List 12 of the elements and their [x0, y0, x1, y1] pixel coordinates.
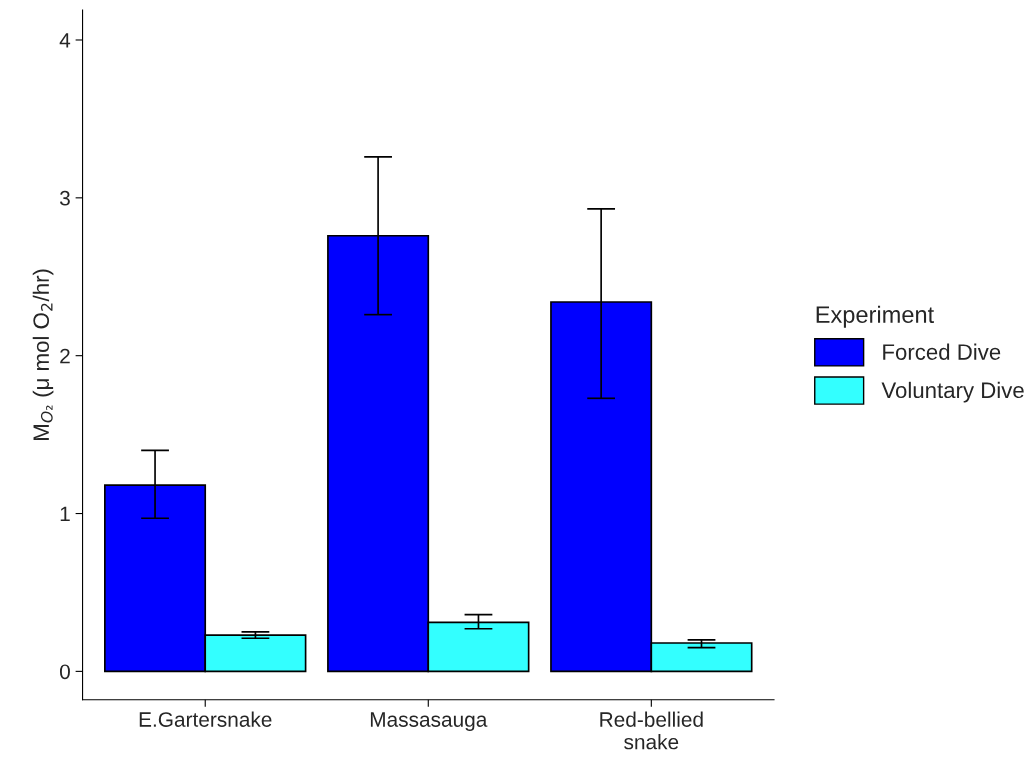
legend-label: Forced Dive — [883, 343, 1001, 360]
x-tick-label: E.Gartersnake — [139, 711, 272, 727]
y-tick-label: 0 — [59, 664, 70, 680]
x-tick-label: Massasauga — [370, 712, 488, 732]
legend-title: Experiment — [816, 305, 934, 328]
x-tick-label: Red-bellied snake — [600, 711, 703, 750]
legend-label: Voluntary Dive — [881, 381, 1024, 403]
y-tick-label: 1 — [60, 506, 70, 522]
y-tick-label: 4 — [59, 33, 71, 48]
y-tick-label: 2 — [60, 348, 70, 364]
y-tick-label: 3 — [59, 190, 70, 206]
y-axis-title: M$_{O₂}$ (μ mol O$_{2}$/hr) — [32, 269, 54, 440]
